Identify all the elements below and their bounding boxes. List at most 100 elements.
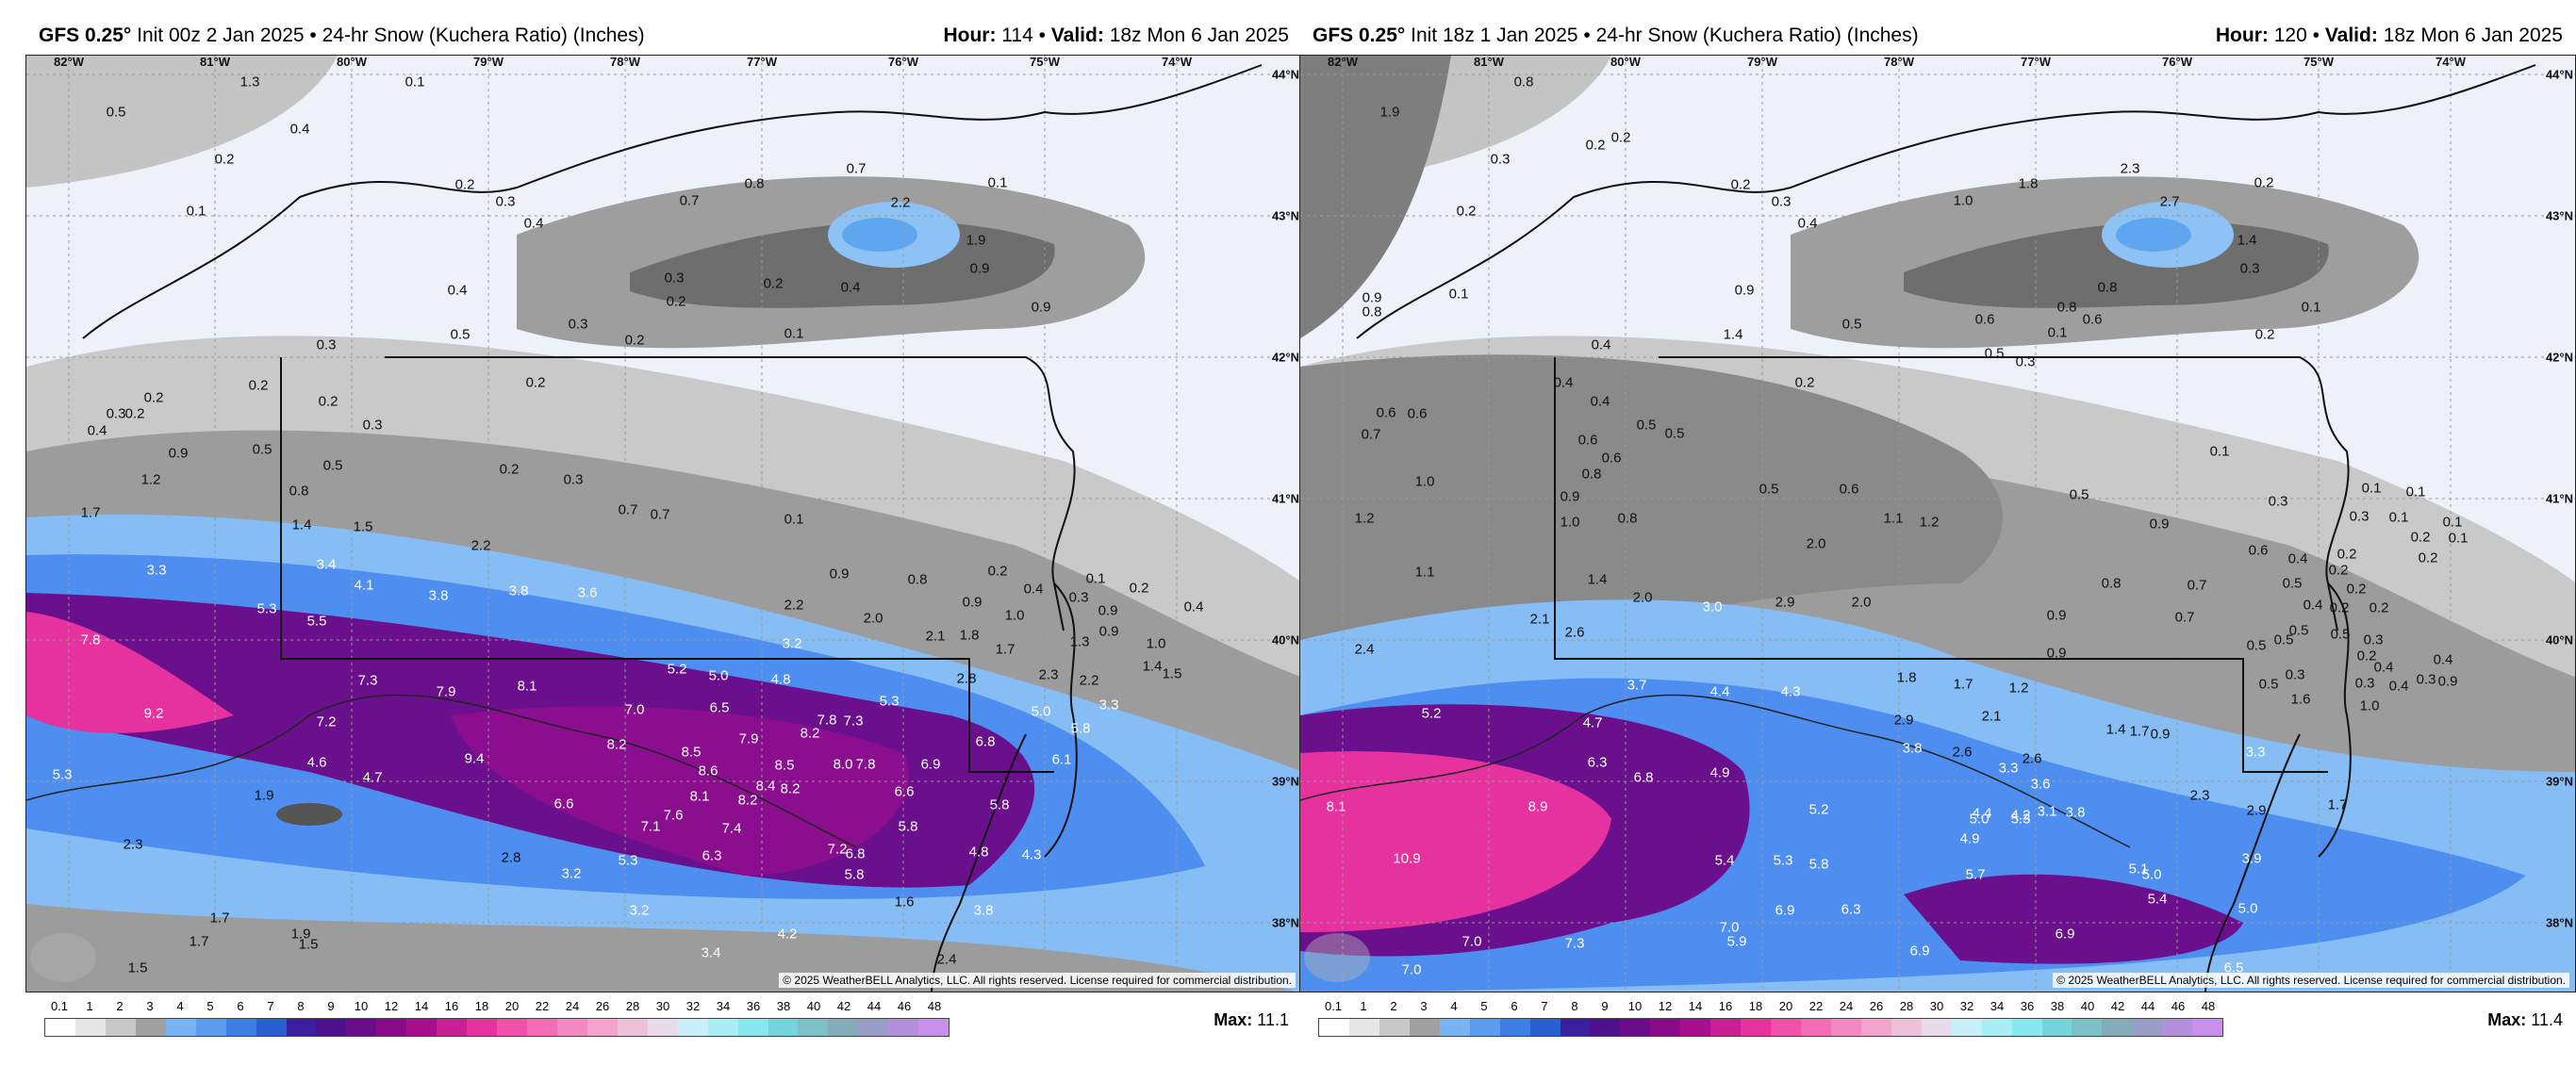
snow-value-label: 0.4 xyxy=(2373,659,2394,676)
snow-value-label: 0.3 xyxy=(2015,353,2036,370)
snow-value-label: 3.7 xyxy=(1627,677,1647,694)
snow-value-label: 7.3 xyxy=(357,672,378,689)
snow-value-label: 3.6 xyxy=(2030,776,2051,793)
legend-swatch xyxy=(316,1019,347,1036)
snow-value-label: 0.5 xyxy=(1636,417,1657,434)
map-panel-left: GFS 0.25° Init 00z 2 Jan 2025 • 24-hr Sn… xyxy=(25,0,1302,1066)
snow-value-label: 0.4 xyxy=(1590,393,1610,410)
snow-value-label: 4.8 xyxy=(770,671,791,688)
snow-value-label: 8.1 xyxy=(517,678,537,695)
legend-tick-label: 5 xyxy=(206,999,214,1013)
legend-swatch xyxy=(1951,1019,1982,1036)
snow-value-label: 0.4 xyxy=(840,279,861,296)
snow-value-label: 1.0 xyxy=(1004,607,1025,624)
snow-value-label: 3.8 xyxy=(1902,740,1923,757)
legend-swatch xyxy=(497,1019,527,1036)
valid-label: Valid: xyxy=(2324,25,2378,46)
snow-value-label: 8.2 xyxy=(606,736,627,753)
snow-value-label: 5.0 xyxy=(1969,811,1990,828)
snow-value-label: 0.8 xyxy=(2097,279,2118,296)
snow-value-label: 6.9 xyxy=(1775,902,1795,919)
snow-value-label: 2.4 xyxy=(1354,641,1375,658)
snow-value-label: 7.0 xyxy=(624,701,645,718)
snow-value-label: 0.4 xyxy=(2433,651,2453,668)
snow-value-label: 6.8 xyxy=(975,733,996,750)
legend-tick-label: 4 xyxy=(176,999,184,1013)
legend-swatch xyxy=(737,1019,768,1036)
snow-value-label: 0.4 xyxy=(1023,581,1044,598)
legend-ticks: 0.1 1 2 3 4 5 6 7 8 9 10 12 14 16 18 20 22 24 26 28 30 32 34 36… xyxy=(1318,999,2223,1016)
snowfall-field xyxy=(26,56,1301,992)
longitude-label: 81°W xyxy=(1474,55,1504,69)
snow-value-label: 0.3 xyxy=(1068,589,1089,606)
legend-swatch xyxy=(256,1019,287,1036)
legend-tick-label: 30 xyxy=(655,999,670,1013)
snow-value-label: 6.9 xyxy=(1909,943,1930,959)
snow-value-label: 5.8 xyxy=(844,866,865,883)
snow-value-label: 1.0 xyxy=(1560,514,1580,531)
snow-value-label: 5.4 xyxy=(2147,891,2168,908)
snow-value-label: 0.3 xyxy=(106,405,126,422)
longitude-label: 74°W xyxy=(2436,55,2466,69)
snow-value-label: 5.8 xyxy=(989,796,1010,813)
snow-value-label: 4.8 xyxy=(968,844,989,861)
snow-value-label: 3.4 xyxy=(701,944,721,961)
snow-value-label: 2.8 xyxy=(501,849,521,866)
snow-value-label: 2.6 xyxy=(1564,624,1585,641)
legend-tick-label: 26 xyxy=(595,999,610,1013)
legend-tick-label: 28 xyxy=(1899,999,1914,1013)
snow-value-label: 1.4 xyxy=(2105,721,2126,738)
snow-value-label: 0.3 xyxy=(2285,666,2305,683)
longitude-label: 80°W xyxy=(1610,55,1641,69)
snow-value-label: 1.6 xyxy=(2290,691,2311,708)
hour-label: Hour: xyxy=(2215,25,2269,46)
snow-value-label: 2.0 xyxy=(863,610,883,627)
snow-value-label: 0.8 xyxy=(744,175,765,192)
legend-swatch xyxy=(586,1019,618,1036)
legend-swatch xyxy=(828,1019,859,1036)
max-number: 11.1 xyxy=(1257,1010,1289,1029)
legend-tick-label: 38 xyxy=(2050,999,2065,1013)
init-time: Init 00z 2 Jan 2025 xyxy=(137,25,305,46)
legend-tick-label: 34 xyxy=(716,999,731,1013)
valid-time: 18z Mon 6 Jan 2025 xyxy=(1109,25,1289,46)
longitude-label: 78°W xyxy=(610,55,640,69)
latitude-label: 42°N xyxy=(1271,350,1299,365)
legend-swatch xyxy=(617,1019,648,1036)
init-time: Init 18z 1 Jan 2025 xyxy=(1411,25,1578,46)
snowfall-map: 0.8 1.9 0.2 0.2 0.3 0.2 2.3 0.2 0.2 0.3 1.0 1.8 2.7 0… xyxy=(1299,55,2576,992)
snow-value-label: 1.8 xyxy=(959,627,980,644)
snow-value-label: 0.1 xyxy=(2361,480,2382,497)
snow-value-label: 0.9 xyxy=(168,445,189,462)
legend-swatch xyxy=(2041,1019,2072,1036)
snow-value-label: 1.7 xyxy=(2327,796,2348,813)
legend-swatch xyxy=(2162,1019,2193,1036)
latitude-label: 44°N xyxy=(2545,67,2573,82)
snow-value-label: 0.2 xyxy=(1794,374,1815,391)
snow-value-label: 5.3 xyxy=(52,766,73,783)
snow-value-label: 1.9 xyxy=(290,926,311,943)
legend-tick-label: 14 xyxy=(1688,999,1703,1013)
legend-swatch xyxy=(2132,1019,2163,1036)
snow-value-label: 0.6 xyxy=(2248,542,2269,559)
snow-value-label: 0.2 xyxy=(2337,546,2357,563)
snow-value-label: 0.9 xyxy=(1031,299,1051,316)
snow-value-label: 3.0 xyxy=(1702,599,1723,615)
legend-tick-label: 34 xyxy=(1990,999,2005,1013)
snow-value-label: 7.0 xyxy=(1719,919,1740,936)
legend-swatch xyxy=(406,1019,438,1036)
legend-swatch xyxy=(1650,1019,1681,1036)
snow-value-label: 1.7 xyxy=(1953,676,1973,693)
snow-value-label: 0.5 xyxy=(1984,345,2005,362)
legend-swatch xyxy=(2072,1019,2103,1036)
longitude-label: 77°W xyxy=(2021,55,2051,69)
longitude-label: 78°W xyxy=(1884,55,1914,69)
longitude-label: 79°W xyxy=(1747,55,1777,69)
legend-swatch xyxy=(1741,1019,1772,1036)
latitude-label: 43°N xyxy=(2545,208,2573,223)
longitude-label: 76°W xyxy=(2162,55,2192,69)
snow-value-label: 4.7 xyxy=(1582,714,1603,731)
legend-tick-label: 32 xyxy=(1959,999,1974,1013)
snow-value-label: 5.8 xyxy=(1808,856,1829,873)
max-label: Max: xyxy=(1214,1010,1253,1029)
